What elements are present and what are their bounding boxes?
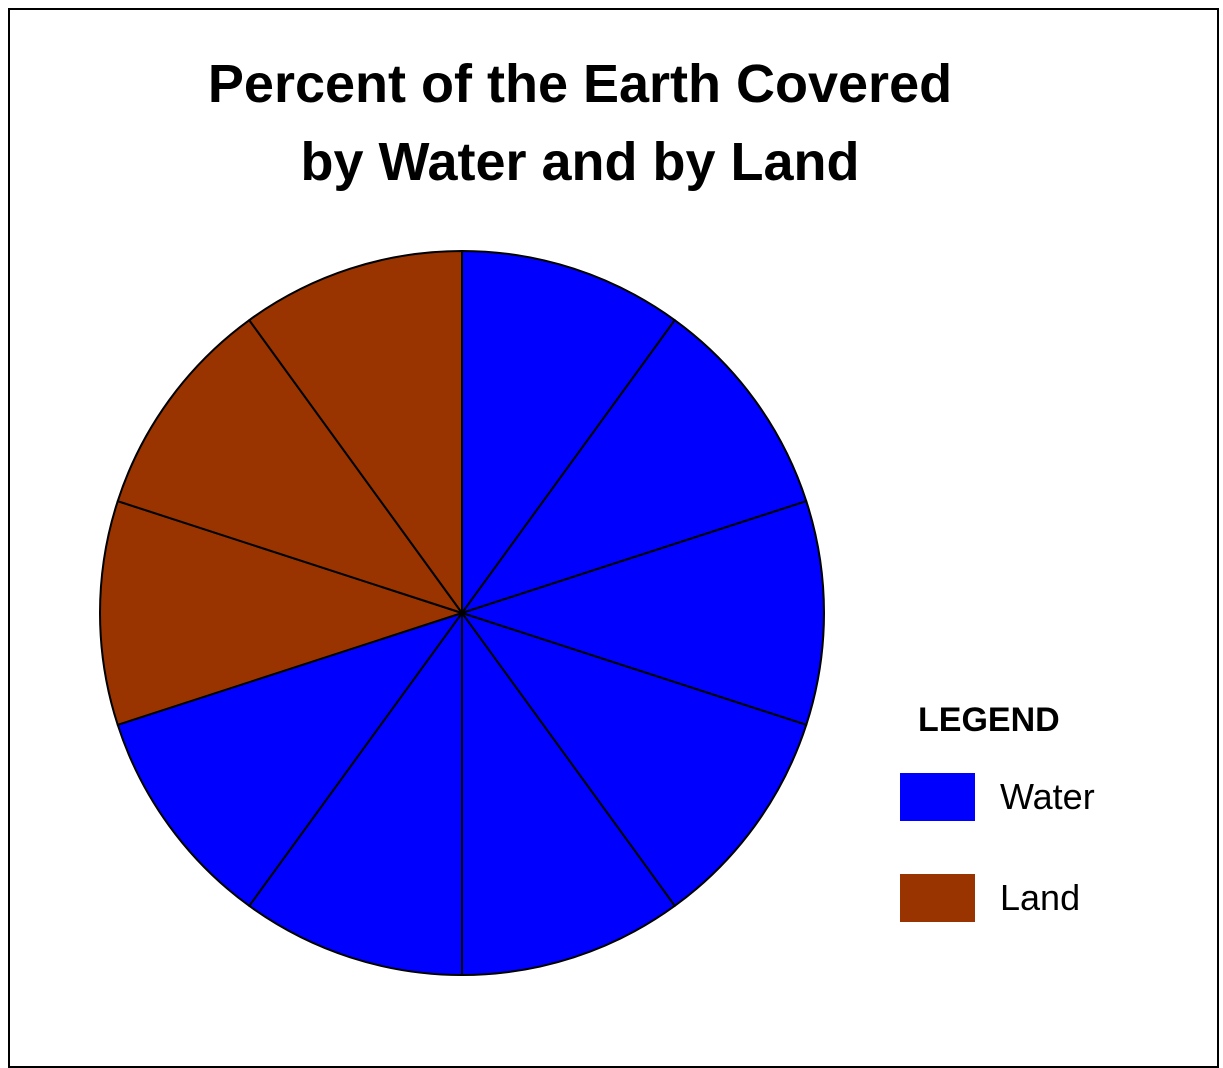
pie-slice-water-1 [461,250,676,614]
pie-slice-water-3 [461,500,825,726]
pie-slice-land-9 [116,319,463,614]
chart-title-line-1: Percent of the Earth Covered [207,54,953,114]
pie-slice-water-7 [116,612,463,907]
pie-slice-water-6 [248,612,463,976]
legend-item-land: Land [900,874,1080,922]
chart-title-line-2: by Water and by Land [300,132,860,192]
pie-slice-land-8 [99,500,463,726]
pie-slice-water-2 [461,319,808,614]
pie-slices [99,250,825,976]
pie-slice-water-5 [461,612,676,976]
legend-item-water: Water [900,773,1095,821]
legend-swatch-land [900,874,975,922]
legend-swatch-water [900,773,975,821]
legend-label-water: Water [1000,776,1095,817]
pie-slice-water-4 [461,612,808,907]
legend-label-land: Land [1000,877,1081,918]
pie-slice-land-10 [248,250,463,614]
legend-title: LEGEND [918,701,1060,739]
